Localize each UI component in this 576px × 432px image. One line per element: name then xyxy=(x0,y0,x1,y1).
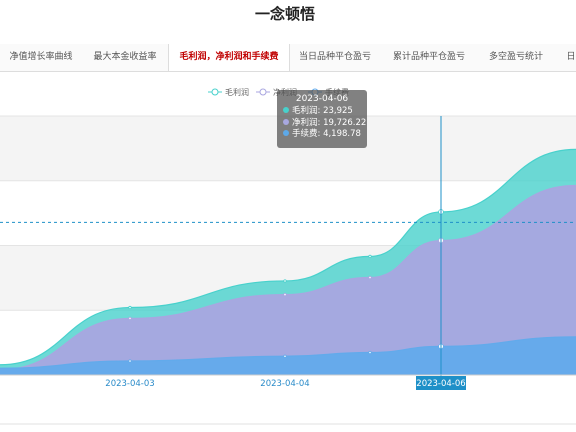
tab-bar: 净值增长率曲线 最大本金收益率 毛利润，净利润和手续费 当日品种平仓盈亏 累计品… xyxy=(0,44,576,72)
fee-point xyxy=(128,359,132,363)
gross-profit-line xyxy=(0,148,576,366)
x-tick-label: 2023-04-04 xyxy=(260,379,309,389)
tab-daily-close-pnl[interactable]: 当日品种平仓盈亏 xyxy=(298,52,371,62)
x-pointer-label-bg xyxy=(416,376,466,390)
tab-daily[interactable]: 日 xyxy=(566,52,576,62)
fee-point xyxy=(368,350,372,355)
fee-area xyxy=(0,336,576,375)
net-profit-area xyxy=(0,185,576,375)
tooltip-row-gross: 毛利润: 23,925 xyxy=(283,106,361,118)
chart-tooltip: 2023-04-06 毛利润: 23,925 净利润: 19,726.22 手续… xyxy=(277,90,367,148)
fee-point xyxy=(283,354,287,358)
gross-profit-point xyxy=(128,305,132,310)
tab-profit-fee[interactable]: 毛利润，净利润和手续费 xyxy=(168,44,290,71)
tooltip-net-label: 净利润: 19,726.22 xyxy=(292,117,367,128)
x-tick-label: 2023-04-03 xyxy=(105,379,154,389)
net-profit-point xyxy=(368,275,372,280)
gross-profit-point xyxy=(368,254,372,259)
tooltip-gross-label: 毛利润: 23,925 xyxy=(292,106,353,116)
tooltip-row-net: 净利润: 19,726.22 xyxy=(283,118,366,130)
tooltip-row-fee: 手续费: 4,198.78 xyxy=(283,129,361,141)
gross-dot-icon xyxy=(283,107,289,113)
tab-long-short-stats[interactable]: 多空盈亏统计 xyxy=(488,52,543,62)
tooltip-date: 2023-04-06 xyxy=(295,94,349,104)
legend-label-gross-profit: 毛利润 xyxy=(225,87,249,97)
legend-marker-icon xyxy=(211,88,219,96)
fee-line xyxy=(0,336,576,369)
tooltip-fee-label: 手续费: 4,198.78 xyxy=(292,129,361,139)
page-title: 一念顿悟 xyxy=(254,5,315,23)
net-profit-line xyxy=(0,184,576,371)
tab-max-principal-return[interactable]: 最大本金收益率 xyxy=(93,52,157,62)
net-profit-point xyxy=(283,292,287,297)
net-dot-icon xyxy=(283,118,289,125)
gross-profit-point xyxy=(283,279,287,283)
net-profit-point xyxy=(128,316,132,321)
fee-dot-icon xyxy=(283,130,289,136)
tab-cumulative-close-pnl[interactable]: 累计品种平仓盈亏 xyxy=(392,52,465,62)
tab-nav-growth[interactable]: 净值增长率曲线 xyxy=(9,52,73,62)
legend-marker-icon xyxy=(259,88,267,96)
x-tick-label: 2023-04-06 xyxy=(416,379,465,389)
